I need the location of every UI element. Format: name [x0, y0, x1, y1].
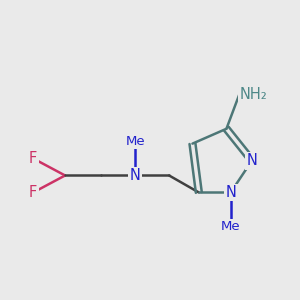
Text: NH₂: NH₂ [239, 87, 267, 102]
Text: F: F [29, 151, 38, 166]
Text: N: N [247, 153, 257, 168]
Text: F: F [29, 185, 38, 200]
Text: N: N [130, 168, 141, 183]
Text: Me: Me [221, 220, 241, 233]
Text: Me: Me [125, 135, 145, 148]
Text: N: N [225, 185, 236, 200]
